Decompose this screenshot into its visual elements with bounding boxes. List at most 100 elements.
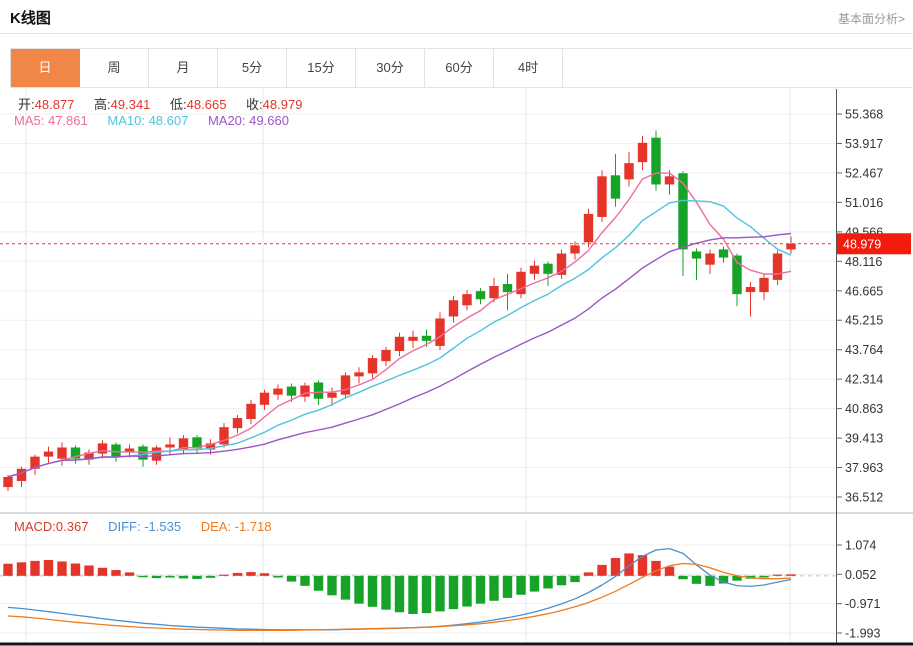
axis-tick-label: 46.665 — [845, 284, 883, 298]
macd-bar — [286, 575, 297, 582]
axis-tick-label: -0.971 — [845, 597, 880, 611]
ma20-line — [7, 232, 792, 478]
grid-layer — [0, 89, 836, 642]
candle-body — [340, 375, 351, 395]
ma5-line — [7, 172, 792, 478]
candle-body — [124, 448, 135, 453]
macd-bar — [84, 565, 94, 576]
candle-body — [111, 444, 121, 457]
candle-body — [367, 358, 378, 374]
macd-bar — [246, 572, 256, 576]
macd-bar — [259, 573, 270, 576]
axis-tick-label: 40.863 — [845, 402, 883, 416]
candle-body — [664, 176, 675, 185]
macd-bar — [448, 575, 459, 610]
macd-bar — [165, 575, 175, 578]
candle-body — [3, 476, 13, 488]
macd-bar — [232, 572, 243, 576]
candle-body — [421, 335, 432, 341]
candle-body — [705, 253, 715, 265]
tab-日[interactable]: 日 — [11, 49, 80, 87]
axis-tick-label: 42.314 — [845, 373, 883, 387]
current-price-badge-text: 48.979 — [843, 237, 881, 251]
candle-body — [529, 265, 540, 274]
header: K线图 基本面分析> — [0, 0, 913, 34]
candle-body — [772, 253, 783, 280]
current-price-badge — [837, 233, 911, 255]
candle-body — [624, 163, 634, 180]
macd-bar — [556, 575, 567, 586]
tab-30分[interactable]: 30分 — [356, 49, 425, 87]
macd-hist-layer — [3, 553, 796, 614]
candle-body — [556, 253, 567, 275]
kline-chart-area: 55.368 53.917 52.467 51.016 49.566 48.116 46.6… — [0, 89, 913, 646]
macd-bar — [3, 563, 13, 576]
candle-body — [489, 286, 499, 299]
macd-bar — [138, 575, 148, 578]
axis-tick-label: 37.963 — [845, 461, 883, 475]
axis-tick-label: 53.917 — [845, 137, 883, 151]
axis-tick-label: 43.764 — [845, 343, 883, 357]
candle-body — [610, 175, 621, 199]
candle-body — [462, 294, 472, 306]
tab-月[interactable]: 月 — [149, 49, 218, 87]
macd-bar — [313, 575, 324, 591]
candle-body — [502, 283, 513, 293]
macd-bar — [327, 575, 337, 596]
candle-body — [219, 427, 229, 445]
candle-body — [259, 392, 270, 405]
candle-body — [759, 277, 769, 293]
macd-bar — [583, 572, 594, 576]
fundamental-analysis-link[interactable]: 基本面分析> — [837, 12, 905, 26]
macd-bar — [462, 575, 472, 607]
candle-body — [475, 291, 486, 300]
macd-bar — [637, 555, 648, 576]
period-tabs: 日周月 5分 15分 30分 60分 4时 — [10, 48, 912, 88]
candle-body — [151, 447, 162, 461]
candle-body — [70, 447, 81, 459]
macd-bar — [124, 572, 135, 576]
tab-15分[interactable]: 15分 — [287, 49, 356, 87]
candle-body — [354, 372, 364, 377]
macd-bar — [610, 558, 621, 576]
page-title: K线图 — [10, 10, 51, 27]
candle-body — [745, 287, 756, 293]
macd-bar — [664, 566, 675, 576]
macd-bar — [435, 575, 445, 612]
candle-body — [165, 444, 175, 448]
macd-bar — [543, 575, 553, 589]
candle-body — [381, 349, 391, 362]
macd-bar — [678, 575, 688, 580]
candle-body — [786, 243, 796, 250]
axis-tick-label: 0.052 — [845, 568, 876, 582]
candle-body — [286, 386, 297, 396]
tab-4时[interactable]: 4时 — [494, 49, 563, 87]
macd-bar — [772, 574, 783, 576]
axis-tick-label: 55.368 — [845, 108, 883, 122]
candle-body — [138, 446, 148, 460]
candle-body — [637, 142, 648, 163]
tab-60分[interactable]: 60分 — [425, 49, 494, 87]
candle-body — [448, 300, 459, 317]
candle-body — [543, 263, 553, 274]
candle-body — [16, 468, 27, 481]
candle-body — [597, 176, 607, 217]
macd-bar — [394, 575, 405, 613]
tab-周[interactable]: 周 — [80, 49, 149, 87]
macd-bar — [192, 575, 202, 579]
axis-labels-layer: 55.36853.91752.46751.01649.56648.11646.6… — [836, 108, 883, 641]
macd-bar — [219, 574, 229, 576]
macd-bar — [705, 575, 715, 586]
axis-tick-label: 48.116 — [845, 255, 882, 269]
macd-bar — [759, 575, 769, 578]
macd-bar — [502, 575, 513, 598]
candle-body — [732, 255, 742, 295]
macd-bar — [786, 574, 796, 576]
macd-bar — [16, 562, 27, 576]
candle-body — [192, 437, 202, 449]
tab-5分[interactable]: 5分 — [218, 49, 287, 87]
macd-bar — [30, 560, 40, 576]
macd-bar — [691, 575, 702, 584]
candle-body — [327, 392, 337, 398]
axis-tick-label: 39.413 — [845, 432, 883, 446]
